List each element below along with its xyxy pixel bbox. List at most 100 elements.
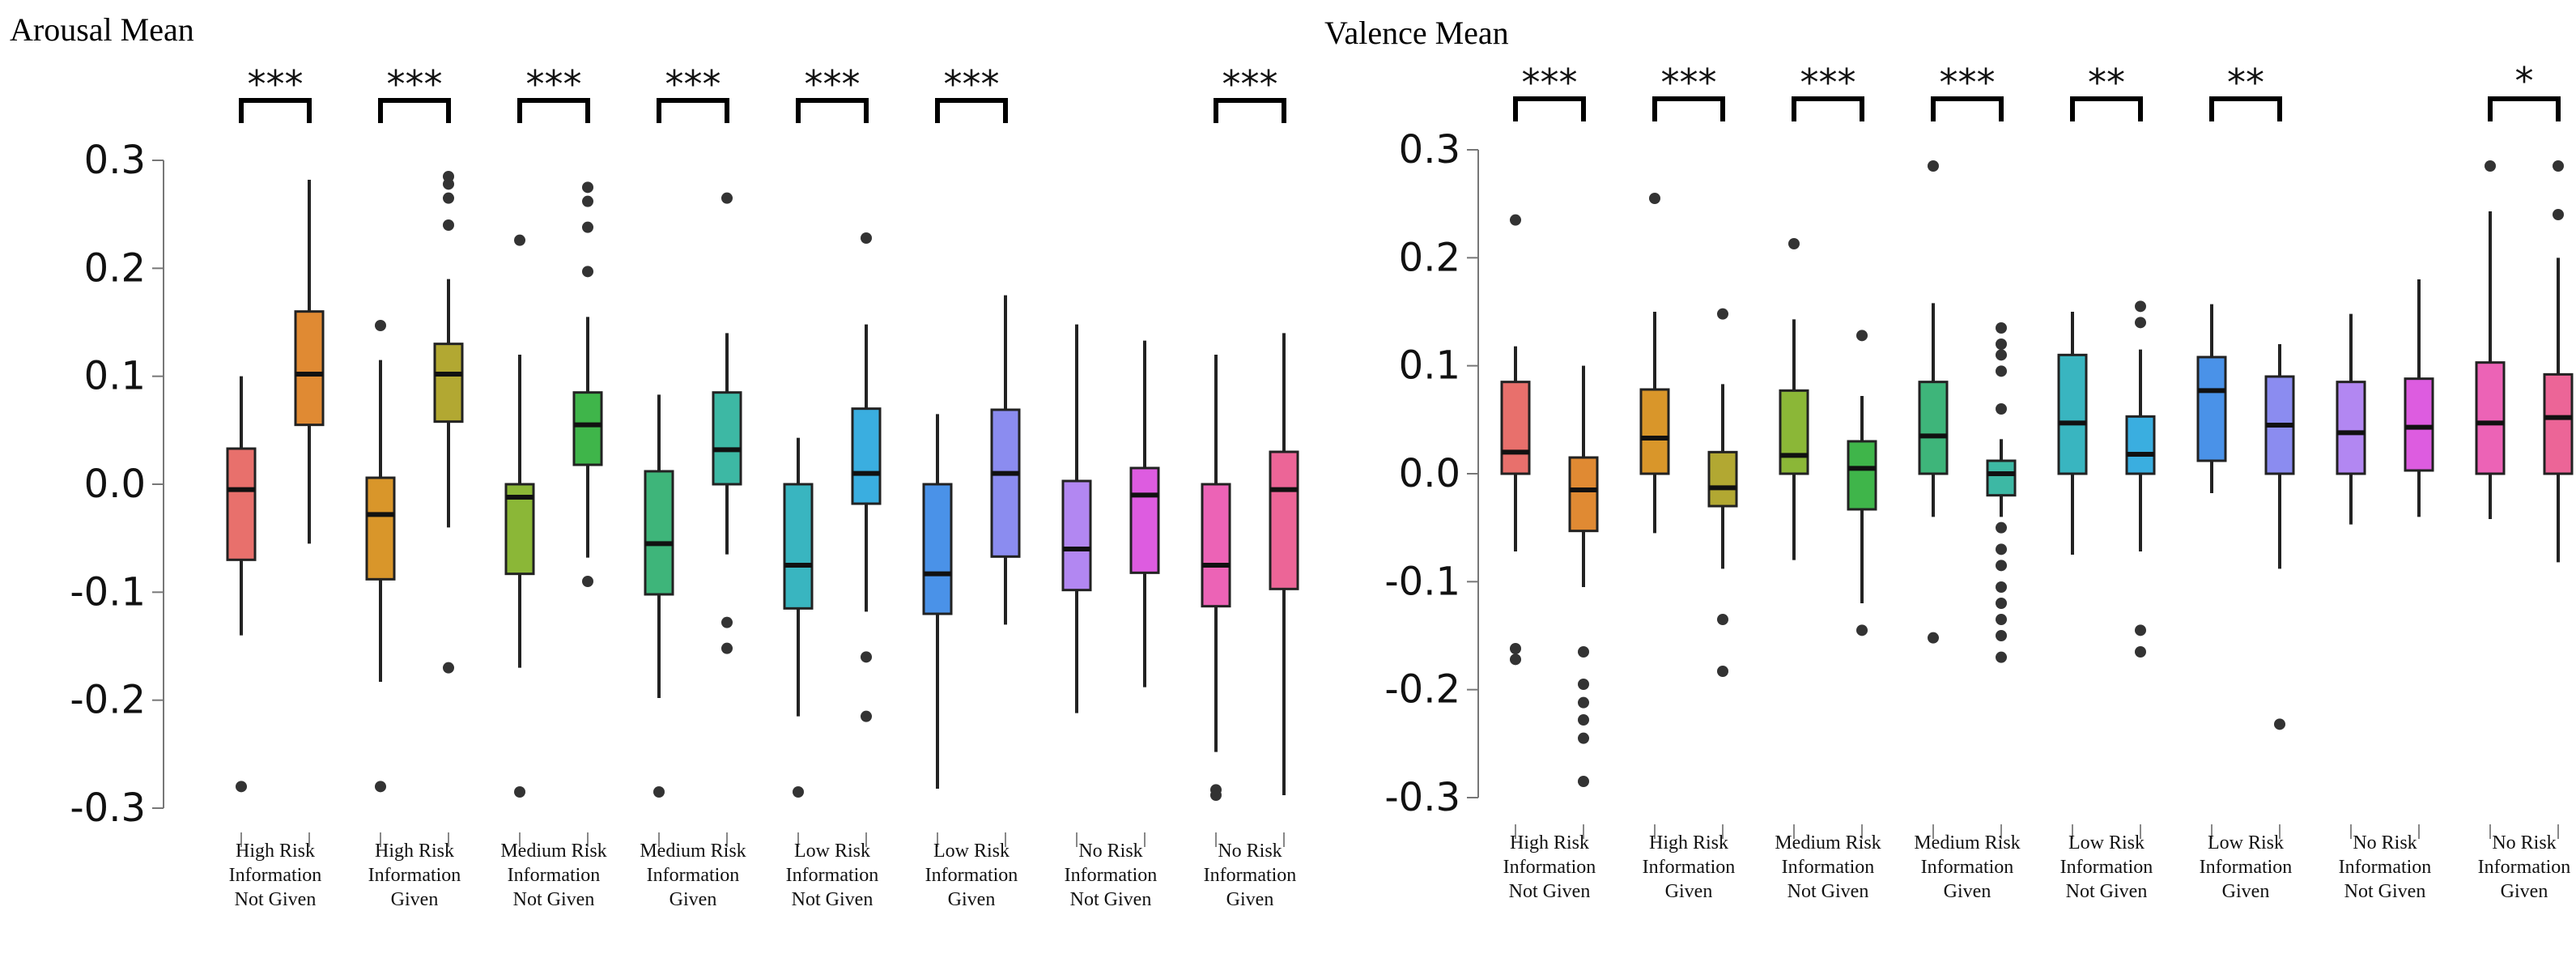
outlier-point — [861, 710, 872, 722]
outlier-point — [1510, 214, 1521, 226]
arousal-box-1-0 — [365, 320, 396, 847]
outlier-point — [236, 781, 247, 793]
valence-box-4-0 — [2057, 312, 2088, 839]
valence-group-label-1: High Risk Information Given — [1643, 832, 1736, 902]
outlier-point — [2485, 160, 2496, 172]
valence-box-6-0 — [2336, 313, 2366, 839]
outlier-point — [1856, 624, 1868, 636]
valence-box-3-1 — [1986, 322, 2017, 839]
arousal-panel: Arousal Mean 0.3 0.2 0.1 0.0 -0.1 -0.2 -0.3 Hig… — [10, 11, 1299, 910]
arousal-significance-0: *** — [239, 62, 312, 123]
iqr-box — [1986, 459, 2017, 497]
valence-box-3-0 — [1918, 160, 1949, 839]
significance-bracket — [2488, 96, 2561, 121]
outlier-point — [1996, 349, 2007, 361]
arousal-box-1-1 — [433, 171, 464, 847]
arousal-box-2-0 — [504, 234, 535, 847]
valence-box-0-1 — [1568, 365, 1599, 839]
iqr-box — [365, 476, 396, 581]
outlier-point — [1996, 521, 2007, 534]
arousal-group-label-3: Medium Risk Information Given — [640, 841, 746, 910]
significance-stars: *** — [387, 62, 443, 106]
iqr-box — [1061, 479, 1092, 592]
iqr-box — [1129, 466, 1160, 574]
significance-stars: *** — [1940, 61, 1996, 104]
significance-stars: ** — [2088, 61, 2125, 104]
arousal-significance-3: *** — [657, 62, 729, 123]
arousal-y-tick-label: -0.2 — [70, 678, 146, 723]
outlier-point — [1649, 193, 1660, 204]
significance-bracket — [517, 98, 590, 123]
significance-bracket — [796, 98, 869, 123]
iqr-box — [294, 310, 325, 427]
outlier-point — [1510, 643, 1521, 654]
iqr-box — [990, 408, 1021, 558]
iqr-box — [783, 483, 814, 610]
arousal-y-tick-label: 0.1 — [84, 354, 146, 399]
significance-bracket — [1214, 98, 1286, 123]
valence-group-label-3: Medium Risk Information Given — [1914, 832, 2020, 902]
valence-significance-2: *** — [1792, 61, 1864, 121]
arousal-box-7-1 — [1269, 333, 1299, 847]
significance-bracket — [239, 98, 312, 123]
arousal-y-tick-label: -0.1 — [70, 569, 146, 615]
outlier-point — [443, 171, 454, 182]
outlier-point — [443, 662, 454, 674]
iqr-box — [851, 407, 882, 505]
arousal-significance-1: *** — [378, 62, 451, 123]
iqr-box — [1639, 388, 1670, 475]
arousal-group-label-4: Low Risk Information Not Given — [786, 841, 879, 910]
outlier-point — [1856, 330, 1868, 342]
outlier-point — [582, 576, 593, 587]
valence-box-2-0 — [1779, 238, 1809, 839]
significance-bracket — [2070, 96, 2143, 121]
arousal-significance-4: *** — [796, 62, 869, 123]
valence-box-5-1 — [2264, 344, 2295, 839]
iqr-box — [1779, 389, 1809, 475]
valence-y-tick-label: -0.1 — [1384, 559, 1460, 604]
iqr-box — [2125, 415, 2156, 475]
iqr-box — [1707, 450, 1738, 508]
valence-box-2-1 — [1847, 330, 1877, 839]
arousal-box-5-0 — [922, 414, 953, 847]
valence-y-tick-label: 0.0 — [1399, 451, 1460, 496]
outlier-point — [653, 786, 665, 798]
significance-stars: * — [2515, 59, 2534, 103]
outlier-point — [1717, 666, 1728, 677]
valence-box-1-1 — [1707, 308, 1738, 839]
outlier-point — [582, 195, 593, 207]
significance-bracket — [935, 98, 1008, 123]
outlier-point — [514, 786, 525, 798]
outlier-point — [1717, 614, 1728, 625]
outlier-point — [1578, 714, 1589, 726]
outlier-point — [1996, 543, 2007, 555]
iqr-box — [2404, 377, 2434, 472]
arousal-y-tick-label: -0.3 — [70, 785, 146, 831]
outlier-point — [1996, 365, 2007, 377]
arousal-box-3-0 — [644, 394, 674, 847]
iqr-box — [2057, 353, 2088, 475]
outlier-point — [2553, 160, 2564, 172]
outlier-point — [375, 781, 386, 793]
arousal-group-label-2: Medium Risk Information Not Given — [500, 841, 606, 910]
valence-title: Valence Mean — [1324, 15, 1509, 51]
significance-stars: *** — [805, 62, 861, 106]
outlier-point — [1578, 679, 1589, 690]
outlier-point — [1210, 784, 1222, 796]
iqr-box — [1500, 381, 1531, 475]
outlier-point — [1996, 403, 2007, 415]
arousal-box-6-0 — [1061, 324, 1092, 847]
valence-box-6-1 — [2404, 279, 2434, 839]
outlier-point — [2135, 317, 2146, 329]
outlier-point — [514, 234, 525, 246]
valence-group-label-7: No Risk Information Given — [2478, 832, 2571, 902]
valence-box-7-1 — [2543, 160, 2574, 839]
outlier-point — [443, 219, 454, 231]
significance-stars: *** — [248, 62, 304, 106]
valence-group-label-6: No Risk Information Not Given — [2339, 832, 2432, 902]
outlier-point — [793, 786, 804, 798]
valence-group-label-4: Low Risk Information Not Given — [2060, 832, 2153, 902]
outlier-point — [1996, 651, 2007, 663]
outlier-point — [721, 192, 733, 204]
significance-bracket — [378, 98, 451, 123]
